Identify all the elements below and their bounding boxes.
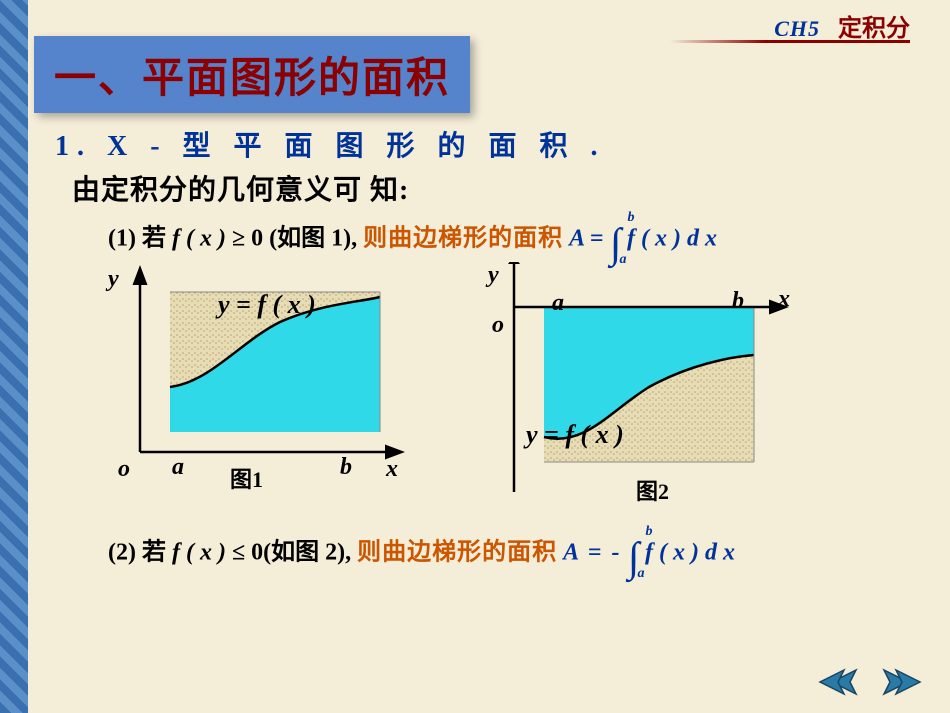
case1-prefix: (1) 若: [108, 226, 166, 252]
case2-int-a: a: [637, 566, 644, 582]
fig1-a-label: a: [172, 454, 184, 481]
case1-line: (1) 若 f ( x ) ≥ 0 (如图 1), 则曲边梯形的面积 A = ∫…: [108, 216, 717, 264]
header-right: CH5 定积分: [774, 8, 910, 43]
fig2-label: 图2: [636, 474, 669, 506]
prev-button-icon[interactable]: [818, 666, 868, 698]
case1-int-b: b: [627, 210, 634, 226]
case2-fx: f ( x ): [172, 540, 226, 566]
chapter-code: CH5: [774, 16, 820, 41]
case2-line: (2) 若 f ( x ) ≤ 0(如图 2), 则曲边梯形的面积 A = - …: [108, 530, 735, 578]
fig1-b-label: b: [340, 454, 352, 481]
figure-1: y x o a b y = f ( x ) 图1: [100, 262, 420, 502]
fig2-a-label: a: [552, 290, 564, 317]
case2-int-b: b: [645, 524, 652, 540]
fig1-label: 图1: [230, 462, 263, 494]
case2-body: 则曲边梯形的面积: [357, 540, 557, 566]
fig1-y-label: y: [108, 266, 119, 293]
case2-integral: ∫ a b: [627, 530, 639, 578]
case1-eq-rhs: f ( x ) d x: [627, 226, 717, 252]
fig2-y-label: y: [488, 262, 499, 289]
nav-buttons: [818, 666, 922, 703]
figure-2: y x o a b y = f ( x ) 图2: [484, 262, 804, 502]
case2-prefix: (2) 若: [108, 540, 166, 566]
subheading-1: 1. X - 型 平 面 图 形 的 面 积 .: [55, 124, 606, 164]
fig2-b-label: b: [732, 288, 744, 315]
fig2-curve-label: y = f ( x ): [526, 420, 624, 450]
case1-fx: f ( x ): [172, 226, 226, 252]
case2-eq-lhs: A = -: [563, 540, 621, 566]
chapter-title: 定积分: [838, 16, 910, 42]
case1-eq-lhs: A =: [569, 226, 609, 252]
subheading-2: 由定积分的几何意义可 知:: [72, 168, 409, 208]
case2-cond: ≤ 0(如图 2),: [232, 540, 351, 566]
fig1-o-label: o: [118, 456, 130, 483]
left-decorative-stripe: [0, 0, 28, 713]
fig2-o-label: o: [492, 312, 504, 339]
main-title-box: 一、平面图形的面积: [34, 36, 470, 113]
case1-integral: ∫ a b: [609, 216, 621, 264]
case1-body: 则曲边梯形的面积: [363, 226, 563, 252]
fig1-x-label: x: [386, 456, 398, 483]
case2-eq-rhs: f ( x ) d x: [645, 540, 735, 566]
figure-2-svg: [484, 262, 804, 502]
fig2-x-label: x: [778, 286, 790, 313]
main-title: 一、平面图形的面积: [54, 56, 450, 102]
case1-cond: ≥ 0 (如图 1),: [232, 226, 357, 252]
header-underline: [670, 40, 910, 43]
next-button-icon[interactable]: [872, 666, 922, 698]
fig1-curve-label: y = f ( x ): [218, 290, 316, 320]
